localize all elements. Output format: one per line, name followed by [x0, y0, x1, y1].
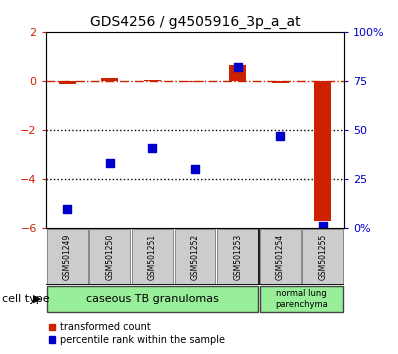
FancyBboxPatch shape: [217, 229, 258, 284]
FancyBboxPatch shape: [175, 229, 215, 284]
Bar: [101, 78, 118, 81]
Point: [277, 133, 283, 139]
Text: GSM501253: GSM501253: [233, 234, 242, 280]
Text: GSM501252: GSM501252: [191, 234, 199, 280]
Bar: [187, 81, 203, 82]
Text: caseous TB granulomas: caseous TB granulomas: [86, 294, 219, 304]
Point: [64, 206, 70, 212]
Text: GSM501255: GSM501255: [318, 234, 328, 280]
Title: GDS4256 / g4505916_3p_a_at: GDS4256 / g4505916_3p_a_at: [90, 16, 300, 29]
Point: [192, 167, 198, 172]
Text: GSM501254: GSM501254: [276, 234, 285, 280]
FancyBboxPatch shape: [47, 286, 258, 312]
Point: [149, 145, 156, 150]
Bar: [229, 65, 246, 81]
FancyBboxPatch shape: [47, 229, 88, 284]
FancyBboxPatch shape: [260, 229, 301, 284]
Bar: [272, 81, 289, 83]
FancyBboxPatch shape: [302, 229, 343, 284]
Text: GSM501250: GSM501250: [105, 234, 114, 280]
Bar: [59, 81, 76, 84]
Bar: [314, 81, 332, 221]
Point: [107, 161, 113, 166]
Point: [320, 223, 326, 229]
Text: GSM501249: GSM501249: [62, 234, 72, 280]
Text: cell type: cell type: [2, 294, 50, 304]
Text: normal lung
parenchyma: normal lung parenchyma: [275, 289, 328, 309]
Point: [234, 64, 241, 70]
Legend: transformed count, percentile rank within the sample: transformed count, percentile rank withi…: [45, 319, 229, 349]
FancyBboxPatch shape: [89, 229, 130, 284]
Text: GSM501251: GSM501251: [148, 234, 157, 280]
Text: ▶: ▶: [33, 294, 41, 304]
Bar: [144, 80, 161, 81]
FancyBboxPatch shape: [260, 286, 343, 312]
FancyBboxPatch shape: [132, 229, 173, 284]
